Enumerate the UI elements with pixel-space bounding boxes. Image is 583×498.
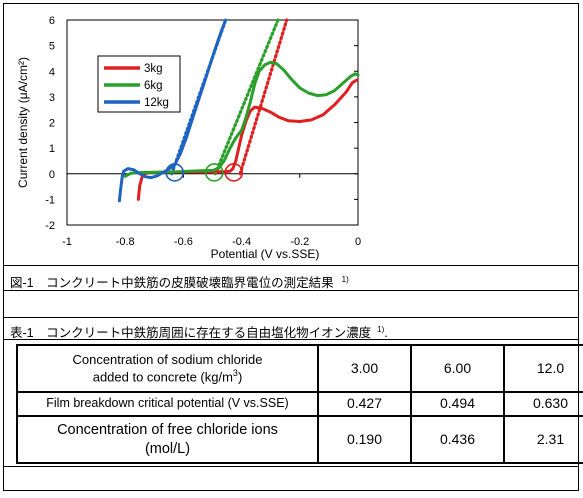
y-tick-label: 0 bbox=[49, 169, 55, 181]
y-tick-label: 3 bbox=[49, 92, 55, 104]
legend-label-3kg: 3kg bbox=[144, 63, 163, 75]
y-tick-label: 2 bbox=[49, 118, 55, 130]
y-tick-label: -2 bbox=[45, 220, 55, 232]
divider-below-chart bbox=[4, 265, 578, 266]
legend-label-12kg: 12kg bbox=[144, 97, 169, 109]
divider-above-table-caption bbox=[4, 317, 578, 318]
cell-value: 6.00 bbox=[410, 344, 505, 393]
divider-below-table bbox=[4, 466, 578, 467]
table-row: Concentration of sodium chloride added t… bbox=[16, 344, 583, 393]
x-axis-title: Potential (V vs.SSE) bbox=[211, 247, 320, 261]
table-row: Concentration of free chloride ions (mol… bbox=[16, 415, 583, 464]
tangent-line-6kg bbox=[213, 18, 280, 176]
figure-caption: 図-1 コンクリート中鉄筋の皮膜破壊臨界電位の測定結果 1) bbox=[10, 272, 349, 291]
cell-value: 0.190 bbox=[317, 415, 412, 464]
chloride-table: Concentration of sodium chloride added t… bbox=[16, 344, 583, 464]
figure-caption-ref: 1) bbox=[341, 274, 349, 284]
row-label-sup: 3 bbox=[232, 367, 238, 378]
table-caption-text: 表-1 コンクリート中鉄筋周囲に存在する自由塩化物イオン濃度 bbox=[10, 326, 372, 340]
legend-label-6kg: 6kg bbox=[144, 80, 163, 92]
cell-value: 3.00 bbox=[317, 344, 412, 393]
cell-value: 0.427 bbox=[317, 391, 412, 417]
y-tick-label: 5 bbox=[49, 41, 55, 53]
legend: 3kg 6kg 12kg bbox=[97, 55, 181, 113]
y-axis-title: Current density (μA/cm²) bbox=[16, 57, 30, 188]
x-tick-label: -0.4 bbox=[232, 236, 251, 248]
tangent-line-3kg bbox=[238, 18, 289, 176]
polarization-chart: -1 -0.8 -0.6 -0.4 -0.2 0 -2 -1 0 1 2 3 4 5 6 3kg 6kg 12k… bbox=[16, 15, 361, 261]
figure-caption-text: 図-1 コンクリート中鉄筋の皮膜破壊臨界電位の測定結果 bbox=[10, 276, 334, 290]
document-frame: 図-1 コンクリート中鉄筋の皮膜破壊臨界電位の測定結果 1) 表-1 コンクリート… bbox=[3, 3, 583, 491]
table-caption-ref: 1) bbox=[377, 324, 385, 334]
row-label-free-chloride: Concentration of free chloride ions (mol… bbox=[16, 415, 319, 464]
table-caption-suffix: . bbox=[384, 326, 388, 340]
divider-below-figure-caption bbox=[4, 290, 578, 291]
y-tick-label: 4 bbox=[49, 66, 55, 78]
divider-below-table-caption bbox=[4, 339, 578, 340]
row-label-end: ) bbox=[237, 369, 243, 385]
row-label-sodium-chloride: Concentration of sodium chloride added t… bbox=[16, 344, 319, 393]
cell-value: 12.0 bbox=[503, 344, 583, 393]
x-tick-label: -0.2 bbox=[290, 236, 309, 248]
row-label-line2: (mol/L) bbox=[144, 440, 191, 457]
plot-area bbox=[66, 19, 359, 226]
x-tick-label: 0 bbox=[355, 236, 361, 248]
row-label-film-breakdown: Film breakdown critical potential (V vs.… bbox=[16, 391, 319, 417]
row-label-line1: Concentration of sodium chloride bbox=[72, 351, 263, 367]
table-row: Film breakdown critical potential (V vs.… bbox=[16, 391, 583, 417]
y-tick-label: 6 bbox=[49, 15, 55, 27]
cell-value: 2.31 bbox=[503, 415, 583, 464]
x-tick-label: -0.6 bbox=[174, 236, 193, 248]
table-caption: 表-1 コンクリート中鉄筋周囲に存在する自由塩化物イオン濃度 1). bbox=[10, 322, 388, 341]
critical-potential-markers bbox=[165, 163, 244, 182]
x-tick-label: -0.8 bbox=[116, 236, 135, 248]
cell-value: 0.436 bbox=[410, 415, 505, 464]
y-tick-label: -1 bbox=[45, 194, 55, 206]
y-tick-label: 1 bbox=[49, 143, 55, 155]
cell-value: 0.494 bbox=[410, 391, 505, 417]
cell-value: 0.630 bbox=[503, 391, 583, 417]
marker-circle-6kg bbox=[204, 163, 224, 182]
row-label-line2: added to concrete (kg/m bbox=[92, 369, 233, 385]
axes: -1 -0.8 -0.6 -0.4 -0.2 0 -2 -1 0 1 2 3 4 5 6 bbox=[45, 15, 361, 248]
x-tick-label: -1 bbox=[62, 236, 72, 248]
row-label-line1: Film breakdown critical potential (V vs.… bbox=[46, 396, 289, 411]
marker-circle-12kg bbox=[165, 163, 184, 182]
row-label-line1: Concentration of free chloride ions bbox=[57, 422, 278, 439]
series-line-6kg bbox=[123, 60, 360, 178]
marker-circle-3kg bbox=[224, 163, 244, 182]
